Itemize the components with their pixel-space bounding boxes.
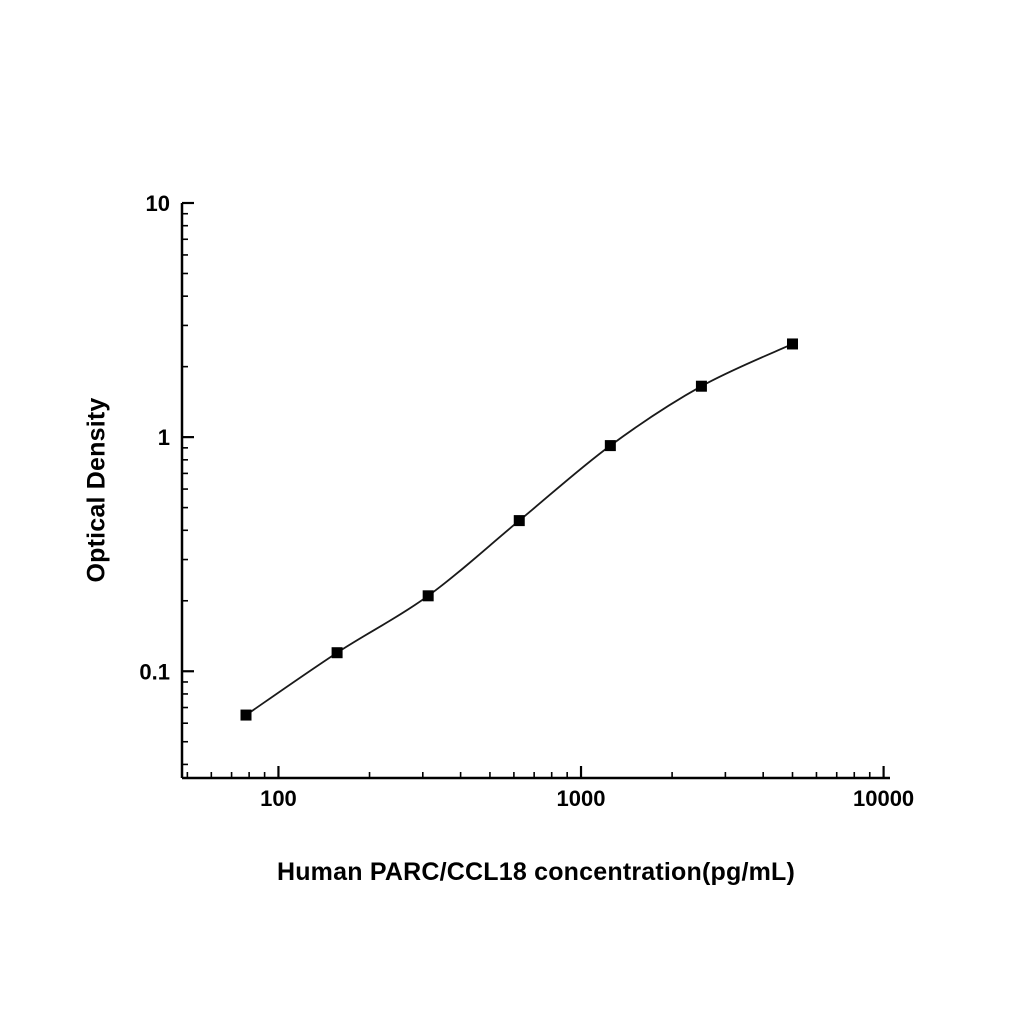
fitted-curve (245, 343, 793, 716)
x-tick-label: 100 (260, 786, 297, 811)
y-tick-label: 10 (146, 191, 170, 216)
data-point-marker (604, 440, 616, 452)
data-point-marker (240, 709, 252, 721)
y-axis-title-text: Optical Density (82, 397, 111, 583)
data-point-marker (422, 590, 434, 602)
data-point-marker (331, 647, 343, 659)
data-point-marker (695, 380, 707, 392)
data-point-marker (787, 338, 799, 350)
y-tick-label: 1 (158, 425, 170, 450)
y-tick-label: 0.1 (139, 659, 170, 684)
x-axis-title: Human PARC/CCL18 concentration(pg/mL) (276, 858, 796, 886)
x-tick-label: 10000 (853, 786, 914, 811)
data-point-marker (513, 515, 525, 527)
x-tick-label: 1000 (557, 786, 606, 811)
